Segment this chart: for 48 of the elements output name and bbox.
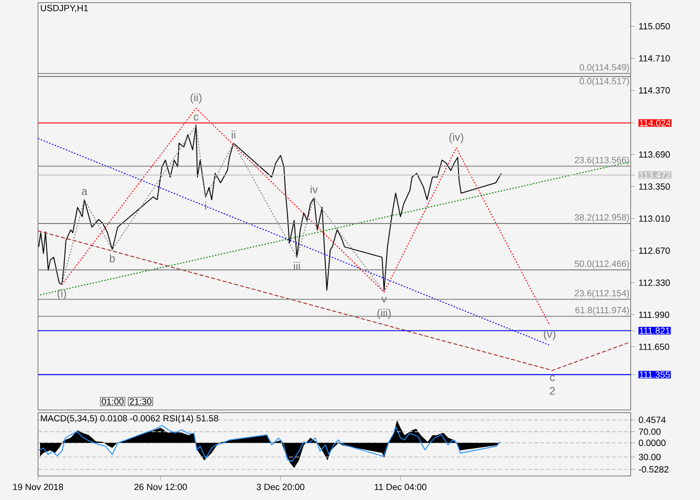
ref-line-label: 23.6(112.154) xyxy=(574,290,629,298)
y-tick-label: 111.355 xyxy=(640,371,670,378)
ref-line-label: 23.6(113.566) xyxy=(574,156,629,165)
y2-tick-label: 70.00 xyxy=(638,428,661,435)
ref-line-label: 50.0(112.466) xyxy=(574,260,629,269)
y-tick-label: 113.350 xyxy=(639,183,670,190)
y-tick-label: 111.821 xyxy=(640,328,670,334)
y-tick-label: 112.330 xyxy=(639,280,670,286)
y-tick-label: 113.472 xyxy=(640,172,670,178)
annotation: iii xyxy=(294,262,300,270)
y2-tick-label: 30.00 xyxy=(638,454,661,460)
ref-line-label: 0.0(114.517) xyxy=(580,78,629,86)
y-tick-label: 114.370 xyxy=(639,87,670,94)
annotation: c xyxy=(550,375,555,382)
chart-title: USDJPY,H1 xyxy=(40,4,88,12)
x-tick-label: 11 Dec 04:00 xyxy=(374,484,426,490)
y-tick-label: 111.650 xyxy=(639,344,670,350)
line-series xyxy=(38,424,500,462)
x-tick-label: 26 Nov 12:00 xyxy=(134,484,187,490)
y-tick-label: -0.5282 xyxy=(638,466,668,473)
y-tick-label: 115.050 xyxy=(639,23,670,30)
annotation: iv xyxy=(310,185,318,194)
y-tick-label: 0.0000 xyxy=(638,440,666,446)
annotation: 01:00 xyxy=(102,398,124,405)
y-tick-label: 113.690 xyxy=(639,151,670,158)
y-tick-label: 111.990 xyxy=(639,312,670,318)
chart-title: MACD(5,34,5) 0.0108 -0.0062 RSI(14) 51.58 xyxy=(40,414,218,424)
annotation: (v) xyxy=(544,330,556,340)
ref-line-label: 38.2(112.958) xyxy=(574,214,629,222)
y-tick-label: 114.710 xyxy=(639,55,670,62)
x-tick-label: 3 Dec 20:00 xyxy=(256,484,304,490)
y-tick-label: 112.670 xyxy=(639,247,670,254)
annotation: (iv) xyxy=(449,132,464,144)
annotation: a xyxy=(82,189,88,196)
annotation: (ii) xyxy=(190,93,202,104)
annotation: ii xyxy=(232,130,236,138)
x-tick-label: 19 Nov 2018 xyxy=(13,484,64,490)
annotation: b xyxy=(110,254,115,262)
y-tick-label: 113.010 xyxy=(639,215,670,222)
ref-line-label: 0.0(114.549) xyxy=(580,64,629,72)
annotation: i xyxy=(205,202,206,210)
y-tick-label: 0.4574 xyxy=(638,416,666,424)
y-tick-label: 114.024 xyxy=(640,120,671,126)
annotation: 21:30 xyxy=(130,398,152,405)
annotation: (i) xyxy=(58,289,66,300)
annotation: 2 xyxy=(550,387,555,395)
ref-line-label: 61.8(111.974) xyxy=(575,306,629,316)
annotation: c xyxy=(194,114,199,121)
